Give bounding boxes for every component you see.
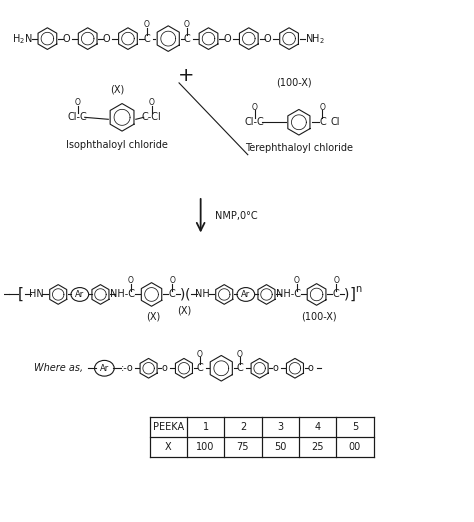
Text: Cl-C: Cl-C bbox=[68, 112, 88, 122]
Text: (100-X): (100-X) bbox=[301, 311, 337, 321]
Text: Terephthaloyl chloride: Terephthaloyl chloride bbox=[245, 143, 353, 153]
Text: O: O bbox=[184, 20, 190, 29]
Text: o: o bbox=[273, 363, 278, 373]
Text: NMP,0°C: NMP,0°C bbox=[215, 211, 258, 221]
Text: 00: 00 bbox=[349, 442, 361, 452]
Text: O: O bbox=[333, 276, 339, 285]
Text: (X): (X) bbox=[110, 85, 124, 95]
Text: O: O bbox=[264, 33, 271, 44]
Text: C-Cl: C-Cl bbox=[142, 112, 162, 122]
Text: O: O bbox=[75, 98, 81, 107]
Text: NH-C: NH-C bbox=[275, 290, 301, 300]
Text: O: O bbox=[144, 20, 150, 29]
Text: 2: 2 bbox=[240, 422, 246, 432]
Text: $\mathsf{[}$: $\mathsf{[}$ bbox=[17, 286, 23, 303]
Text: 25: 25 bbox=[311, 442, 324, 452]
Text: (X): (X) bbox=[177, 305, 191, 315]
Text: 50: 50 bbox=[274, 442, 286, 452]
Text: NH-C: NH-C bbox=[109, 290, 135, 300]
Text: C: C bbox=[143, 33, 150, 44]
Text: C: C bbox=[319, 117, 326, 127]
Text: +: + bbox=[178, 66, 194, 85]
Text: O: O bbox=[102, 33, 110, 44]
Text: O: O bbox=[62, 33, 70, 44]
Text: O: O bbox=[319, 103, 326, 112]
Text: C: C bbox=[237, 363, 243, 373]
Text: (X): (X) bbox=[146, 311, 161, 321]
Text: $\mathsf{(}$: $\mathsf{(}$ bbox=[184, 287, 190, 302]
Text: HN: HN bbox=[29, 290, 44, 300]
Text: C: C bbox=[196, 363, 203, 373]
Text: n: n bbox=[355, 283, 361, 293]
Text: C: C bbox=[333, 290, 339, 300]
Text: 5: 5 bbox=[352, 422, 358, 432]
Text: Cl-C: Cl-C bbox=[245, 117, 264, 127]
Text: $\mathsf{)}$: $\mathsf{)}$ bbox=[179, 287, 185, 302]
Text: O: O bbox=[237, 350, 243, 359]
Text: 3: 3 bbox=[277, 422, 283, 432]
Text: :-o: :-o bbox=[121, 363, 134, 373]
Text: $\mathsf{)}$: $\mathsf{)}$ bbox=[343, 287, 349, 302]
Text: Isophthaloyl chloride: Isophthaloyl chloride bbox=[66, 140, 168, 150]
Text: C: C bbox=[183, 33, 190, 44]
Text: O: O bbox=[169, 276, 175, 285]
Text: 4: 4 bbox=[314, 422, 320, 432]
Text: 100: 100 bbox=[196, 442, 215, 452]
Text: $\mathsf{]}$: $\mathsf{]}$ bbox=[348, 286, 356, 303]
Text: X: X bbox=[165, 442, 172, 452]
Text: o: o bbox=[308, 363, 314, 373]
Text: O: O bbox=[223, 33, 231, 44]
Text: 1: 1 bbox=[202, 422, 209, 432]
Text: Ar: Ar bbox=[100, 364, 109, 373]
Text: (100-X): (100-X) bbox=[276, 78, 312, 88]
Text: O: O bbox=[197, 350, 202, 359]
Text: O: O bbox=[252, 103, 258, 112]
Text: NH$_2$: NH$_2$ bbox=[305, 32, 325, 45]
Text: Cl: Cl bbox=[330, 117, 340, 127]
Text: O: O bbox=[128, 276, 134, 285]
Text: o: o bbox=[161, 363, 167, 373]
Text: C: C bbox=[169, 290, 175, 300]
Text: NH: NH bbox=[195, 290, 210, 300]
Text: Where as,: Where as, bbox=[34, 363, 83, 373]
Text: O: O bbox=[294, 276, 300, 285]
Text: PEEKA: PEEKA bbox=[153, 422, 184, 432]
Text: Ar: Ar bbox=[241, 290, 250, 299]
Text: O: O bbox=[148, 98, 155, 107]
Text: Ar: Ar bbox=[75, 290, 84, 299]
Text: 75: 75 bbox=[237, 442, 249, 452]
Text: H$_2$N: H$_2$N bbox=[12, 32, 33, 45]
